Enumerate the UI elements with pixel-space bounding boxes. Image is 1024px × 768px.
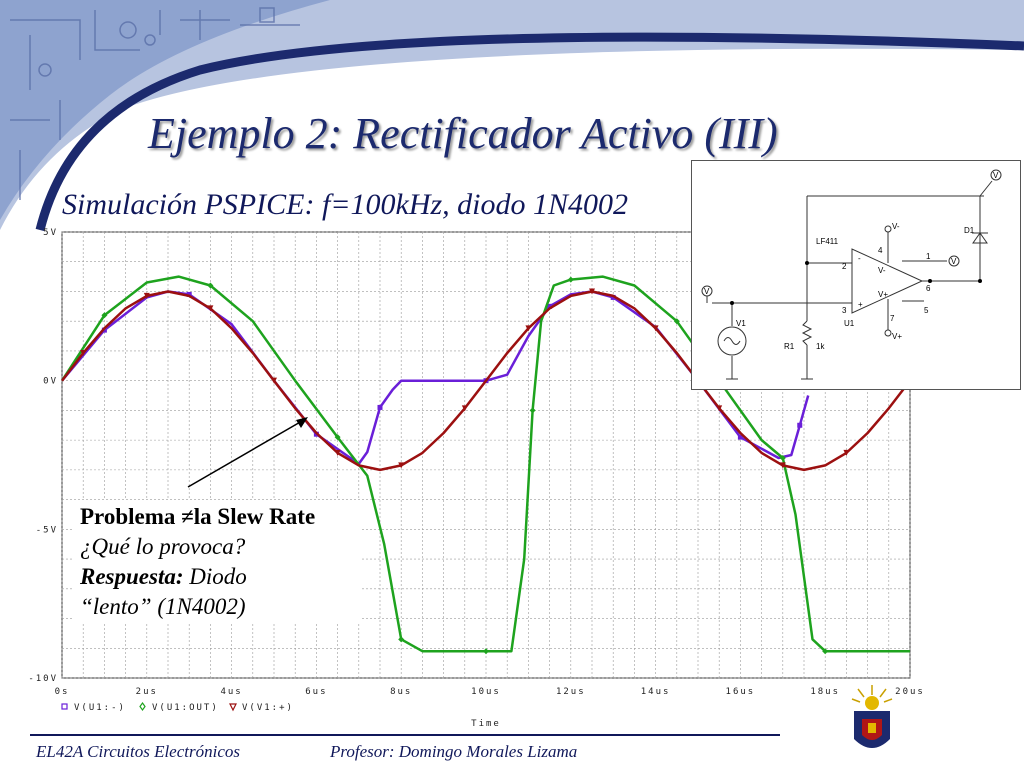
series-marker xyxy=(271,377,277,384)
circuit-schematic: LF411 U1 D1 V1 R1 1k V- V+ V- V+ 2 3 4 5… xyxy=(691,160,1021,390)
note-answer-label: Respuesta: xyxy=(80,564,184,589)
probe-mid-label: V xyxy=(951,257,957,266)
series-marker xyxy=(398,636,405,643)
y-tick-label: -5V xyxy=(36,525,58,535)
series-marker xyxy=(673,318,680,325)
series-marker xyxy=(80,350,87,357)
pin4-label: 4 xyxy=(878,246,883,255)
plot-legend: V(U1:-) V(U1:OUT) V(V1:+) xyxy=(61,701,294,713)
legend-marker xyxy=(139,701,146,712)
legend-marker xyxy=(61,703,68,710)
y-tick-label: 0V xyxy=(43,377,58,387)
series-line-1 xyxy=(60,275,910,653)
legend-marker xyxy=(229,703,237,712)
x-tick-label: 0s xyxy=(55,687,70,697)
series-marker xyxy=(207,282,214,289)
annotation-arrow xyxy=(187,420,303,488)
series-marker xyxy=(610,294,616,300)
opamp-label: LF411 xyxy=(816,237,839,246)
series-line-2 xyxy=(61,290,911,472)
series-marker xyxy=(529,407,536,414)
footer-course: EL42A Circuitos Electrónicos xyxy=(36,742,240,761)
r1-label: R1 xyxy=(784,342,795,351)
pin7-label: 7 xyxy=(890,314,895,323)
annotation-arrowhead xyxy=(296,417,308,428)
note-problem: Problema xyxy=(80,504,182,529)
pin1-label: 1 xyxy=(926,252,931,261)
x-tick-label: 18us xyxy=(810,687,840,697)
series-marker xyxy=(186,291,192,297)
vminus-label: V- xyxy=(892,222,900,231)
pin3-label: 3 xyxy=(842,306,847,315)
series-marker xyxy=(716,405,723,412)
note-diode: “lento” (1N4002) xyxy=(80,594,246,619)
probe-in-label: V xyxy=(704,287,710,296)
series-marker xyxy=(377,404,383,410)
series-marker xyxy=(589,288,595,295)
series-marker xyxy=(547,303,553,309)
x-tick-label: 12us xyxy=(556,687,586,697)
series-marker xyxy=(652,325,659,332)
note-question: ¿Qué lo provoca? xyxy=(80,534,246,559)
plot-series xyxy=(60,275,913,655)
pin2-label: 2 xyxy=(842,262,847,271)
x-tick-label: 14us xyxy=(641,687,671,697)
x-axis-label: Time xyxy=(471,719,501,729)
legend-entry: V(U1:-) xyxy=(74,703,126,713)
x-tick-label: 2us xyxy=(136,687,158,697)
series-marker xyxy=(334,449,341,456)
x-tick-label: 20us xyxy=(895,687,925,697)
series-marker xyxy=(779,454,786,461)
x-tick-label: 8us xyxy=(390,687,412,697)
series-marker xyxy=(525,325,532,332)
series-marker xyxy=(483,648,489,655)
slide-title: Ejemplo 2: Rectificador Activo (III) xyxy=(148,109,778,158)
legend-entry: V(V1:+) xyxy=(242,703,294,713)
vplus-label: V+ xyxy=(892,332,902,341)
vminus-pin-label: V- xyxy=(878,266,886,275)
footer-professor: Profesor: Domingo Morales Lizama xyxy=(330,742,578,761)
probe-out-label: V xyxy=(993,171,999,180)
x-tick-label: 6us xyxy=(305,687,327,697)
footer-rule xyxy=(30,734,780,736)
vplus-pin-label: V+ xyxy=(878,290,888,299)
university-seal xyxy=(851,685,893,748)
series-marker xyxy=(737,434,743,440)
series-marker xyxy=(461,405,468,412)
series-marker xyxy=(567,276,574,283)
series-marker xyxy=(334,434,341,441)
r1-value: 1k xyxy=(816,342,825,351)
series-marker xyxy=(398,462,405,469)
x-tick-label: 16us xyxy=(726,687,756,697)
series-marker xyxy=(779,462,786,469)
note-slew: la Slew Rate xyxy=(193,504,316,529)
series-marker xyxy=(207,305,214,312)
u1-label: U1 xyxy=(844,319,855,328)
x-tick-label: 10us xyxy=(471,687,501,697)
series-marker xyxy=(822,648,829,655)
series-marker xyxy=(843,449,850,456)
pin5-label: 5 xyxy=(924,306,929,315)
neq-symbol: ≠ xyxy=(181,504,194,529)
pin6-label: 6 xyxy=(926,284,931,293)
y-tick-label: -10V xyxy=(28,674,58,684)
plot-ticks: 0s 2us 4us 6us 8us 10us 12us 14us 16us 18us 20us 5V… xyxy=(28,228,925,697)
minus-sign: - xyxy=(858,254,861,263)
note-answer: Diodo xyxy=(183,564,247,589)
v1-label: V1 xyxy=(736,319,746,328)
annotation-note: Problema ≠la Slew Rate ¿Qué lo provoca? … xyxy=(72,500,360,624)
series-marker xyxy=(101,312,108,319)
slide-subtitle: Simulación PSPICE: f=100kHz, diodo 1N400… xyxy=(62,188,629,221)
y-tick-label: 5V xyxy=(43,228,58,238)
series-marker xyxy=(143,292,150,299)
d1-label: D1 xyxy=(964,226,975,235)
plus-sign: + xyxy=(858,300,863,309)
series-marker xyxy=(797,422,803,428)
x-tick-label: 4us xyxy=(220,687,242,697)
legend-entry: V(U1:OUT) xyxy=(152,703,219,713)
